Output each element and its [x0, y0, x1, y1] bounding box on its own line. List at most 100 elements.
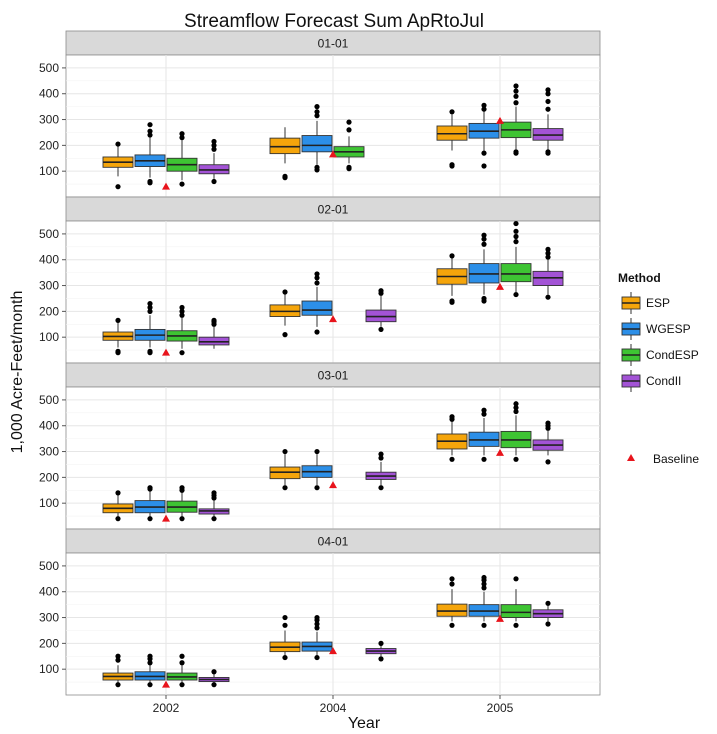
- outlier-point: [378, 451, 384, 457]
- y-tick-label: 300: [39, 611, 59, 625]
- outlier-point: [545, 600, 551, 606]
- outlier-point: [513, 83, 519, 89]
- outlier-point: [378, 640, 384, 646]
- outlier-point: [481, 585, 487, 591]
- y-tick-label: 200: [39, 304, 59, 318]
- outlier-point: [314, 485, 320, 491]
- outlier-point: [378, 485, 384, 491]
- outlier-point: [179, 682, 185, 688]
- outlier-point: [481, 407, 487, 413]
- outlier-point: [545, 250, 551, 256]
- outlier-point: [282, 332, 288, 338]
- facet-panel-02-01: 02-01 100 200 300 400 500: [39, 196, 601, 364]
- outlier-point: [314, 329, 320, 335]
- outlier-point: [481, 411, 487, 417]
- facet-panel-01-01: 01-01 100 200 300 400 500: [39, 30, 601, 198]
- outlier-point: [314, 280, 320, 286]
- x-axis-title: Year: [348, 715, 381, 732]
- y-tick-label: 100: [39, 164, 59, 178]
- y-tick-label: 400: [39, 419, 59, 433]
- outlier-point: [314, 448, 320, 455]
- outlier-point: [115, 657, 121, 663]
- legend-baseline-marker: [627, 454, 635, 461]
- outlier-point: [481, 106, 487, 112]
- outlier-point: [282, 622, 288, 628]
- outlier-point: [346, 164, 352, 170]
- outlier-point: [378, 656, 384, 662]
- outlier-point: [449, 298, 455, 304]
- y-tick-label: 300: [39, 113, 59, 127]
- box-esp: [269, 127, 301, 181]
- y-tick-label: 200: [39, 470, 59, 484]
- outlier-point: [211, 490, 217, 496]
- outlier-point: [179, 308, 185, 314]
- outlier-point: [545, 149, 551, 155]
- box-wgesp: [301, 271, 333, 335]
- outlier-point: [314, 271, 320, 277]
- box-condesp: [166, 304, 198, 356]
- box-body: [301, 135, 333, 153]
- facet-panel-04-01: 04-01 100 200 300 400 500 2002 2004 2005: [39, 528, 601, 715]
- box-condii: [532, 87, 564, 156]
- box-esp: [436, 109, 468, 169]
- outlier-point: [179, 135, 185, 141]
- box-condesp: [166, 653, 198, 688]
- baseline-marker: [496, 116, 504, 124]
- legend-label: Baseline: [653, 452, 699, 466]
- y-tick-label: 500: [39, 227, 59, 241]
- box-body: [436, 603, 468, 617]
- outlier-point: [545, 87, 551, 93]
- box-esp: [436, 253, 468, 305]
- box-condii: [365, 288, 397, 333]
- outlier-point: [545, 254, 551, 260]
- y-tick-label: 100: [39, 330, 59, 344]
- facet-strip: [65, 528, 601, 554]
- outlier-point: [481, 241, 487, 247]
- box-esp: [269, 289, 301, 338]
- outlier-point: [147, 308, 153, 314]
- outlier-point: [147, 660, 153, 666]
- outlier-point: [481, 102, 487, 108]
- outlier-point: [179, 312, 185, 318]
- outlier-point: [481, 574, 487, 581]
- baseline-marker: [329, 647, 337, 655]
- outlier-point: [378, 326, 384, 333]
- outlier-point: [513, 622, 519, 628]
- box-wgesp: [134, 485, 166, 522]
- outlier-point: [481, 236, 487, 242]
- box-condesp: [500, 401, 532, 462]
- outlier-point: [449, 162, 455, 168]
- outlier-point: [513, 401, 519, 407]
- outlier-point: [147, 516, 153, 522]
- legend-label: WGESP: [646, 322, 691, 336]
- outlier-point: [211, 516, 217, 522]
- outlier-point: [545, 98, 551, 105]
- outlier-point: [179, 350, 185, 356]
- outlier-point: [179, 653, 185, 659]
- outlier-point: [513, 239, 519, 245]
- facet-panels: 01-01 100 200 300 400 500 02-01 100 200 300 400 500…: [39, 30, 601, 715]
- outlier-point: [545, 246, 551, 252]
- facet-strip: [65, 30, 601, 56]
- outlier-point: [314, 104, 320, 110]
- legend-item-condii: CondII: [621, 370, 681, 392]
- y-tick-label: 500: [39, 393, 59, 407]
- box-wgesp: [301, 448, 333, 491]
- outlier-point: [481, 456, 487, 462]
- outlier-point: [513, 408, 519, 415]
- y-tick-label: 500: [39, 559, 59, 573]
- outlier-point: [282, 173, 288, 179]
- box-wgesp: [468, 574, 500, 628]
- box-body: [500, 604, 532, 618]
- baseline-marker: [162, 182, 170, 190]
- y-tick-label: 500: [39, 61, 59, 75]
- outlier-point: [513, 220, 519, 227]
- outlier-point: [115, 490, 121, 496]
- legend-label: ESP: [646, 296, 670, 310]
- y-axis-title: 1,000 Acre-Feet/month: [9, 291, 26, 454]
- box-condii: [365, 640, 397, 662]
- outlier-point: [211, 317, 217, 323]
- outlier-point: [513, 149, 519, 155]
- outlier-point: [314, 113, 320, 119]
- outlier-point: [449, 414, 455, 420]
